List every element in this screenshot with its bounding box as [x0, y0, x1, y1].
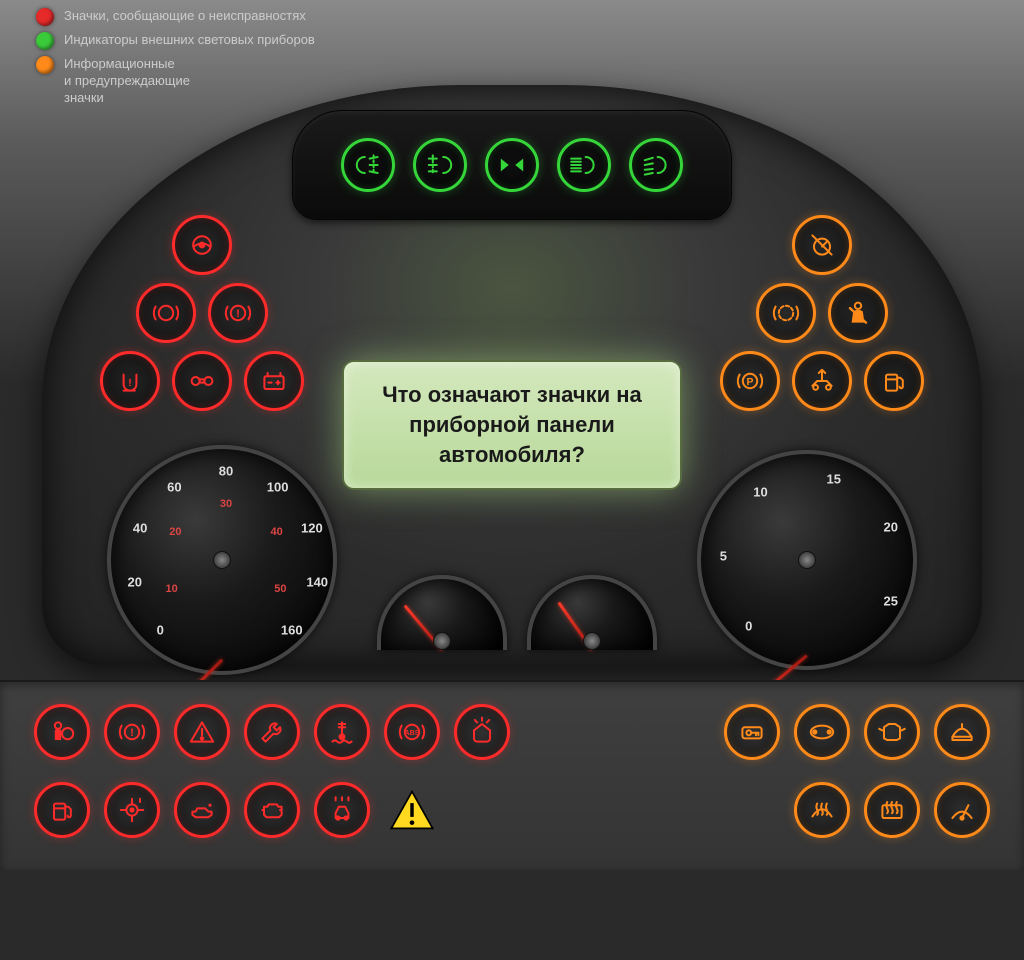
bottom-indicator-strip: ! ABS [0, 680, 1024, 870]
brake-system-icon: ! [208, 283, 268, 343]
gauge-inner-tick: 20 [169, 526, 181, 538]
fuel-gauge [377, 575, 507, 650]
rear-fog-light-icon [341, 138, 395, 192]
cruise-off-icon [792, 215, 852, 275]
seatbelt-icon [828, 283, 888, 343]
top-indicator-panel [292, 110, 732, 220]
low-fuel-icon [864, 351, 924, 411]
display-text: Что означают значки на приборной панели … [362, 380, 662, 469]
wiper-icon [934, 782, 990, 838]
diff-lock-icon [172, 351, 232, 411]
center-display: Что означают значки на приборной панели … [342, 360, 682, 490]
bottom-row1-right [724, 704, 990, 760]
defrost-rear-icon [864, 782, 920, 838]
coolant-temp-icon [314, 704, 370, 760]
suspension-icon [792, 351, 852, 411]
hazard-yellow-icon [384, 782, 440, 838]
general-warning-icon [174, 704, 230, 760]
bottom-row2-right [794, 782, 990, 838]
left-warning-cluster: !! [77, 215, 327, 435]
speedometer-gauge: 0 20 40 60 80 100 120 140 160 10 20 30 40 50 [107, 445, 337, 675]
svg-text:ABS: ABS [404, 728, 419, 737]
gauge-tick: 160 [281, 622, 303, 637]
high-beam-icon [557, 138, 611, 192]
gauge-tick: 20 [128, 575, 142, 590]
tire-pressure-icon: ! [100, 351, 160, 411]
headlight-on-icon [629, 138, 683, 192]
legend-dot [36, 8, 54, 26]
bottom-row1-left: ! ABS [34, 704, 510, 760]
gauge-inner-tick: 10 [165, 583, 177, 595]
vehicle-ahead-icon [314, 782, 370, 838]
svg-text:!: ! [236, 308, 240, 320]
needle-cap [798, 551, 816, 569]
svg-text:!: ! [130, 727, 134, 739]
parking-brake-icon: P [720, 351, 780, 411]
gauge-tick: 120 [301, 521, 323, 536]
right-warning-cluster: P [697, 215, 947, 435]
gauge-inner-tick: 50 [274, 583, 286, 595]
gauge-inner-tick: 30 [220, 498, 232, 510]
tachometer-gauge: 0 5 10 15 20 25 [697, 450, 917, 670]
power-steering-icon [172, 215, 232, 275]
turn-signals-icon [485, 138, 539, 192]
hood-open-icon [934, 704, 990, 760]
battery-icon [244, 351, 304, 411]
gauge-tick: 40 [133, 521, 147, 536]
legend-row: Значки, сообщающие о неисправностях [36, 8, 315, 26]
brake-warning-icon: ! [104, 704, 160, 760]
temp-gauge [527, 575, 657, 650]
brake-pad-icon [136, 283, 196, 343]
dashboard: !! P Что означают значки на приборной па… [42, 85, 982, 665]
legend-label: Значки, сообщающие о неисправностях [64, 8, 306, 25]
gauge-tick: 140 [306, 575, 328, 590]
abs-icon: ABS [384, 704, 440, 760]
needle-cap [583, 632, 601, 650]
gauge-inner-tick: 40 [270, 526, 282, 538]
fuel-icon [34, 782, 90, 838]
gauge-tick: 20 [884, 519, 898, 534]
legend-dot [36, 32, 54, 50]
needle-cap [213, 551, 231, 569]
defrost-front-icon [794, 782, 850, 838]
brake-wear-icon [756, 283, 816, 343]
front-fog-light-icon [413, 138, 467, 192]
airbag-icon [34, 704, 90, 760]
legend-dot [36, 56, 54, 74]
service-wrench-icon [244, 704, 300, 760]
economy-mode-icon [794, 704, 850, 760]
oil-pressure-icon [174, 782, 230, 838]
legend-label: Индикаторы внешних световых приборов [64, 32, 315, 49]
transmission-temp-icon [104, 782, 160, 838]
gauge-tick: 0 [157, 622, 164, 637]
legend-label: Информационные и предупреждающие значки [64, 56, 190, 107]
gauge-tick: 60 [167, 479, 181, 494]
legend-row: Индикаторы внешних световых приборов [36, 32, 315, 50]
gauge-tick: 80 [219, 464, 233, 479]
bottom-row2-left [34, 782, 440, 838]
legend: Значки, сообщающие о неисправностях Индик… [36, 8, 315, 113]
needle-cap [433, 632, 451, 650]
svg-text:P: P [747, 377, 754, 388]
check-engine-icon [244, 782, 300, 838]
svg-text:!: ! [128, 378, 131, 389]
legend-row: Информационные и предупреждающие значки [36, 56, 315, 107]
gauge-tick: 100 [267, 479, 289, 494]
gauge-tick: 0 [745, 619, 752, 634]
door-open-icon [864, 704, 920, 760]
gauge-tick: 15 [827, 471, 841, 486]
key-detected-icon [724, 704, 780, 760]
gauge-tick: 10 [753, 484, 767, 499]
gauge-tick: 5 [720, 549, 727, 564]
gauge-tick: 25 [884, 594, 898, 609]
washer-fluid-icon [454, 704, 510, 760]
